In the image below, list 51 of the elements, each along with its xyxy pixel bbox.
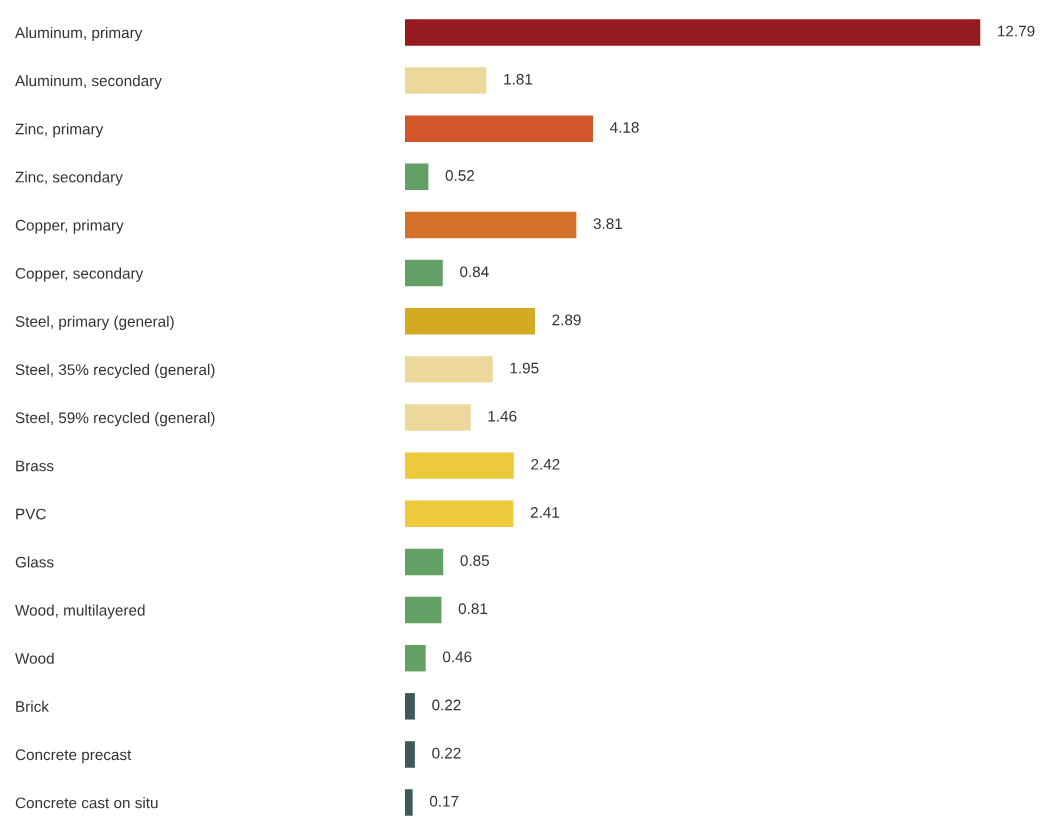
y-tick-label: Wood: [15, 652, 54, 664]
y-tick-label: Glass: [15, 556, 54, 568]
data-label: 0.52: [445, 170, 475, 181]
bar: [405, 211, 577, 239]
bar: [405, 741, 415, 768]
y-tick-label: Zinc, secondary: [15, 171, 123, 186]
bar: [405, 452, 514, 479]
bar: [405, 163, 429, 191]
y-tick-label: Aluminum, primary: [15, 26, 143, 42]
data-label: 2.42: [531, 458, 560, 470]
y-tick-label: Brick: [16, 700, 49, 712]
y-tick-label: Copper, primary: [15, 219, 124, 234]
y-tick-label: Steel, 59% recycled (general): [15, 411, 215, 427]
bar: [405, 356, 493, 383]
data-label: 0.85: [460, 555, 489, 567]
bar: [405, 644, 426, 672]
y-tick-label: PVC: [16, 508, 46, 520]
bar: [405, 500, 514, 528]
data-label: 0.22: [432, 747, 461, 759]
y-tick-label: Copper, secondary: [15, 267, 144, 282]
y-tick-label: Steel, 35% recycled (general): [15, 363, 215, 379]
y-tick-label: Concrete cast on situ: [15, 797, 158, 809]
data-label: 0.81: [458, 603, 488, 615]
bar: [405, 67, 487, 94]
data-label: 1.46: [488, 410, 517, 422]
data-label: 0.46: [442, 651, 472, 663]
bar: [405, 115, 593, 142]
bar: [405, 693, 415, 720]
bar: [405, 259, 443, 287]
y-tick-label: Brass: [16, 460, 54, 472]
bar: [405, 404, 471, 431]
data-label: 0.84: [460, 266, 489, 278]
y-tick-label: Concrete precast: [15, 749, 132, 764]
data-label: 1.95: [510, 362, 539, 374]
y-tick-label: Wood, multilayered: [15, 604, 145, 619]
bar: [405, 789, 413, 816]
bar: [405, 307, 535, 335]
bar: [405, 19, 981, 46]
bar: [405, 548, 444, 576]
data-label: 4.18: [610, 121, 639, 133]
y-tick-label: Aluminum, secondary: [15, 75, 162, 90]
data-label: 0.22: [432, 699, 461, 711]
data-label: 1.81: [504, 73, 533, 85]
data-label: 3.81: [593, 218, 623, 230]
bar: [405, 596, 442, 624]
y-tick-label: Zinc, primary: [15, 123, 104, 138]
y-tick-label: Steel, primary (general): [15, 315, 174, 330]
data-label: 12.79: [998, 25, 1035, 37]
data-label: 0.17: [429, 795, 459, 807]
data-label: 2.41: [530, 507, 560, 518]
data-label: 2.89: [552, 314, 581, 326]
